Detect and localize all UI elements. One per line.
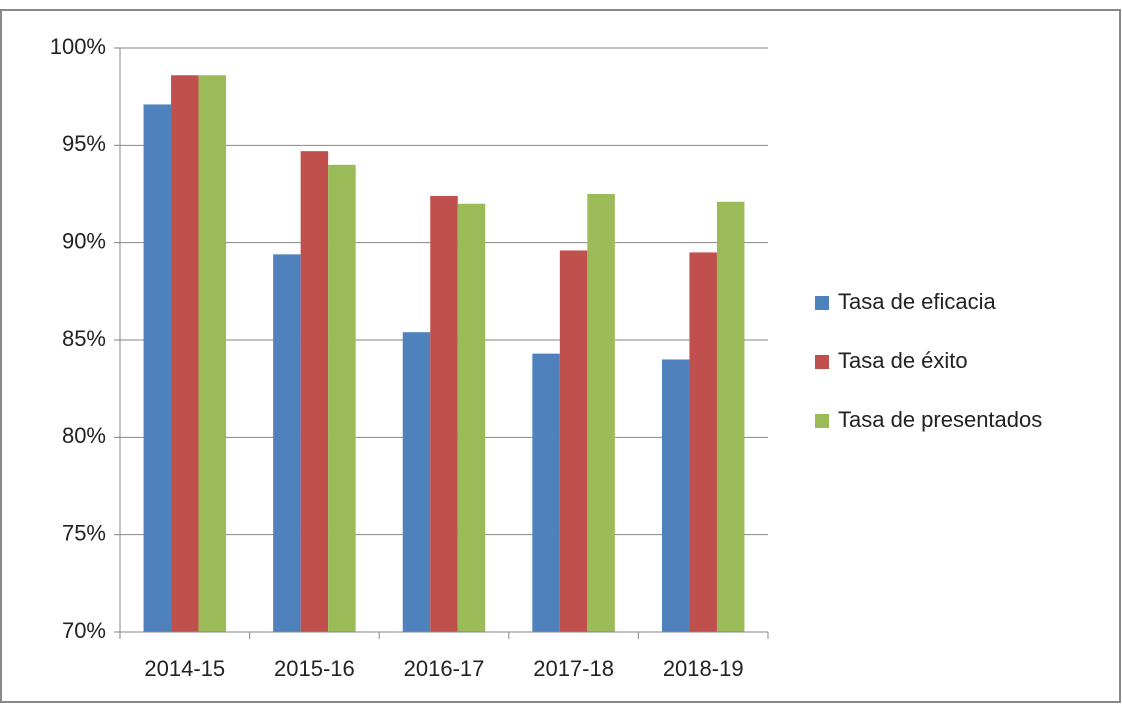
bar: [402, 332, 431, 632]
bar: [300, 151, 329, 632]
y-tick-label: 70%: [62, 618, 106, 643]
y-tick-label: 80%: [62, 423, 106, 448]
bar: [716, 201, 745, 632]
bar: [143, 104, 172, 633]
y-tick-label: 85%: [62, 326, 106, 351]
bar: [171, 75, 199, 632]
x-tick-label: 2014-15: [144, 656, 225, 681]
y-tick-label: 90%: [62, 228, 106, 253]
legend-label: Tasa de eficacia: [838, 289, 997, 314]
legend-swatch: [815, 355, 829, 369]
y-tick-label: 100%: [50, 34, 106, 59]
legend-label: Tasa de presentados: [838, 407, 1042, 432]
x-tick-label: 2017-18: [533, 656, 614, 681]
legend-swatch: [815, 296, 829, 310]
x-tick-label: 2018-19: [663, 656, 744, 681]
bar: [328, 164, 356, 633]
x-tick-label: 2015-16: [274, 656, 355, 681]
x-tick-label: 2016-17: [404, 656, 485, 681]
y-tick-label: 75%: [62, 520, 106, 545]
bar: [430, 195, 458, 633]
bar: [273, 254, 301, 632]
y-tick-label: 95%: [62, 131, 106, 156]
bar: [198, 75, 227, 632]
legend-label: Tasa de éxito: [838, 348, 968, 373]
legend-swatch: [815, 414, 829, 428]
bar: [559, 250, 588, 632]
bar: [457, 203, 486, 632]
bar: [587, 194, 615, 632]
bar: [661, 359, 690, 632]
bar: [689, 252, 717, 632]
bar: [532, 353, 560, 632]
